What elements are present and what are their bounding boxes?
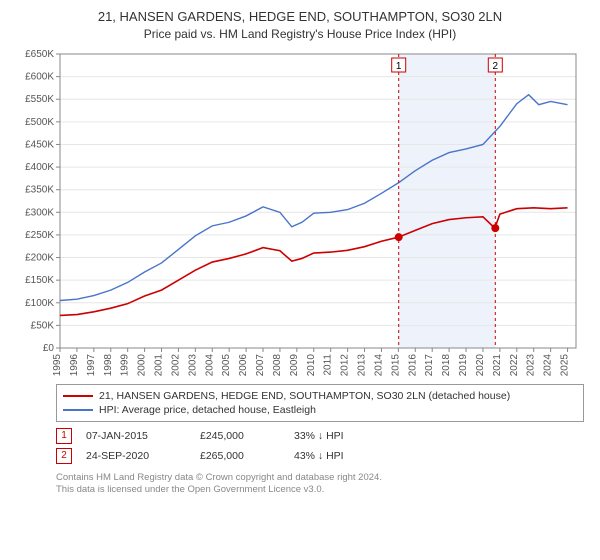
x-tick-label: 2014	[373, 353, 384, 376]
x-tick-label: 2018	[441, 353, 452, 376]
y-tick-label: £250K	[25, 230, 54, 241]
legend-label: 21, HANSEN GARDENS, HEDGE END, SOUTHAMPT…	[99, 390, 510, 402]
x-tick-label: 2019	[458, 353, 469, 376]
x-tick-label: 2008	[272, 353, 283, 376]
event-row: 2 24-SEP-2020 £265,000 43% ↓ HPI	[56, 446, 584, 466]
footer-line1: Contains HM Land Registry data © Crown c…	[56, 472, 584, 484]
event-date: 24-SEP-2020	[86, 450, 186, 462]
x-tick-label: 2010	[306, 353, 317, 376]
legend-row: 21, HANSEN GARDENS, HEDGE END, SOUTHAMPT…	[63, 389, 577, 403]
marker-badge-label: 1	[396, 61, 402, 72]
legend-row: HPI: Average price, detached house, East…	[63, 403, 577, 417]
event-delta: 43% ↓ HPI	[294, 450, 374, 462]
x-tick-label: 2024	[543, 353, 554, 376]
legend-swatch	[63, 409, 93, 411]
y-tick-label: £600K	[25, 71, 54, 82]
x-tick-label: 2022	[509, 353, 520, 376]
y-tick-label: £150K	[25, 275, 54, 286]
chart-title: 21, HANSEN GARDENS, HEDGE END, SOUTHAMPT…	[12, 8, 588, 42]
x-tick-label: 2011	[323, 353, 334, 375]
x-tick-label: 2021	[492, 353, 503, 376]
event-row: 1 07-JAN-2015 £245,000 33% ↓ HPI	[56, 426, 584, 446]
shaded-region	[399, 54, 496, 348]
x-tick-label: 2017	[424, 353, 435, 376]
x-tick-label: 2002	[170, 353, 181, 376]
marker-badge-label: 2	[493, 61, 499, 72]
title-line2: Price paid vs. HM Land Registry's House …	[12, 26, 588, 42]
chart: £0 £50K £100K £150K £200K £250K £300K £350K £400…	[12, 48, 588, 378]
x-tick-label: 1996	[69, 353, 80, 376]
x-tick-label: 2025	[560, 353, 571, 376]
x-tick-label: 2007	[255, 353, 266, 376]
legend: 21, HANSEN GARDENS, HEDGE END, SOUTHAMPT…	[56, 384, 584, 422]
x-tick-label: 1999	[120, 353, 131, 376]
footer-line2: This data is licensed under the Open Gov…	[56, 484, 584, 496]
y-tick-label: £550K	[25, 94, 54, 105]
y-tick-label: £0	[43, 343, 55, 354]
x-tick-label: 2012	[340, 353, 351, 376]
chart-svg: £0 £50K £100K £150K £200K £250K £300K £350K £400…	[12, 48, 588, 378]
x-tick-label: 2004	[204, 353, 215, 376]
x-tick-label: 2015	[390, 353, 401, 376]
y-tick-label: £450K	[25, 139, 54, 150]
x-tick-label: 1995	[52, 353, 63, 376]
x-tick-label: 2005	[221, 353, 232, 376]
y-tick-label: £650K	[25, 49, 54, 60]
x-tick-label: 2020	[475, 353, 486, 376]
x-tick-label: 2009	[289, 353, 300, 376]
x-tick-label: 2001	[154, 353, 165, 376]
title-line1: 21, HANSEN GARDENS, HEDGE END, SOUTHAMPT…	[12, 8, 588, 26]
x-tick-label: 2023	[526, 353, 537, 376]
x-tick-label: 2013	[357, 353, 368, 376]
y-tick-label: £50K	[31, 320, 55, 331]
legend-swatch	[63, 395, 93, 397]
y-tick-label: £500K	[25, 117, 54, 128]
y-tick-label: £200K	[25, 252, 54, 263]
event-date: 07-JAN-2015	[86, 430, 186, 442]
event-badge: 1	[56, 428, 72, 444]
marker-dot	[395, 233, 403, 241]
y-tick-label: £400K	[25, 162, 54, 173]
x-tick-label: 2003	[187, 353, 198, 376]
y-tick-label: £100K	[25, 298, 54, 309]
x-tick-label: 2000	[137, 353, 148, 376]
y-tick-label: £300K	[25, 207, 54, 218]
y-tick-label: £350K	[25, 184, 54, 195]
event-price: £245,000	[200, 430, 280, 442]
marker-dot	[491, 224, 499, 232]
legend-label: HPI: Average price, detached house, East…	[99, 404, 316, 416]
event-badge: 2	[56, 448, 72, 464]
x-tick-label: 1998	[103, 353, 114, 376]
events-table: 1 07-JAN-2015 £245,000 33% ↓ HPI 2 24-SEP-202…	[56, 426, 584, 466]
event-price: £265,000	[200, 450, 280, 462]
event-delta: 33% ↓ HPI	[294, 430, 374, 442]
footer: Contains HM Land Registry data © Crown c…	[56, 472, 584, 497]
x-tick-label: 1997	[86, 353, 97, 376]
x-tick-label: 2016	[407, 353, 418, 376]
x-tick-label: 2006	[238, 353, 249, 376]
